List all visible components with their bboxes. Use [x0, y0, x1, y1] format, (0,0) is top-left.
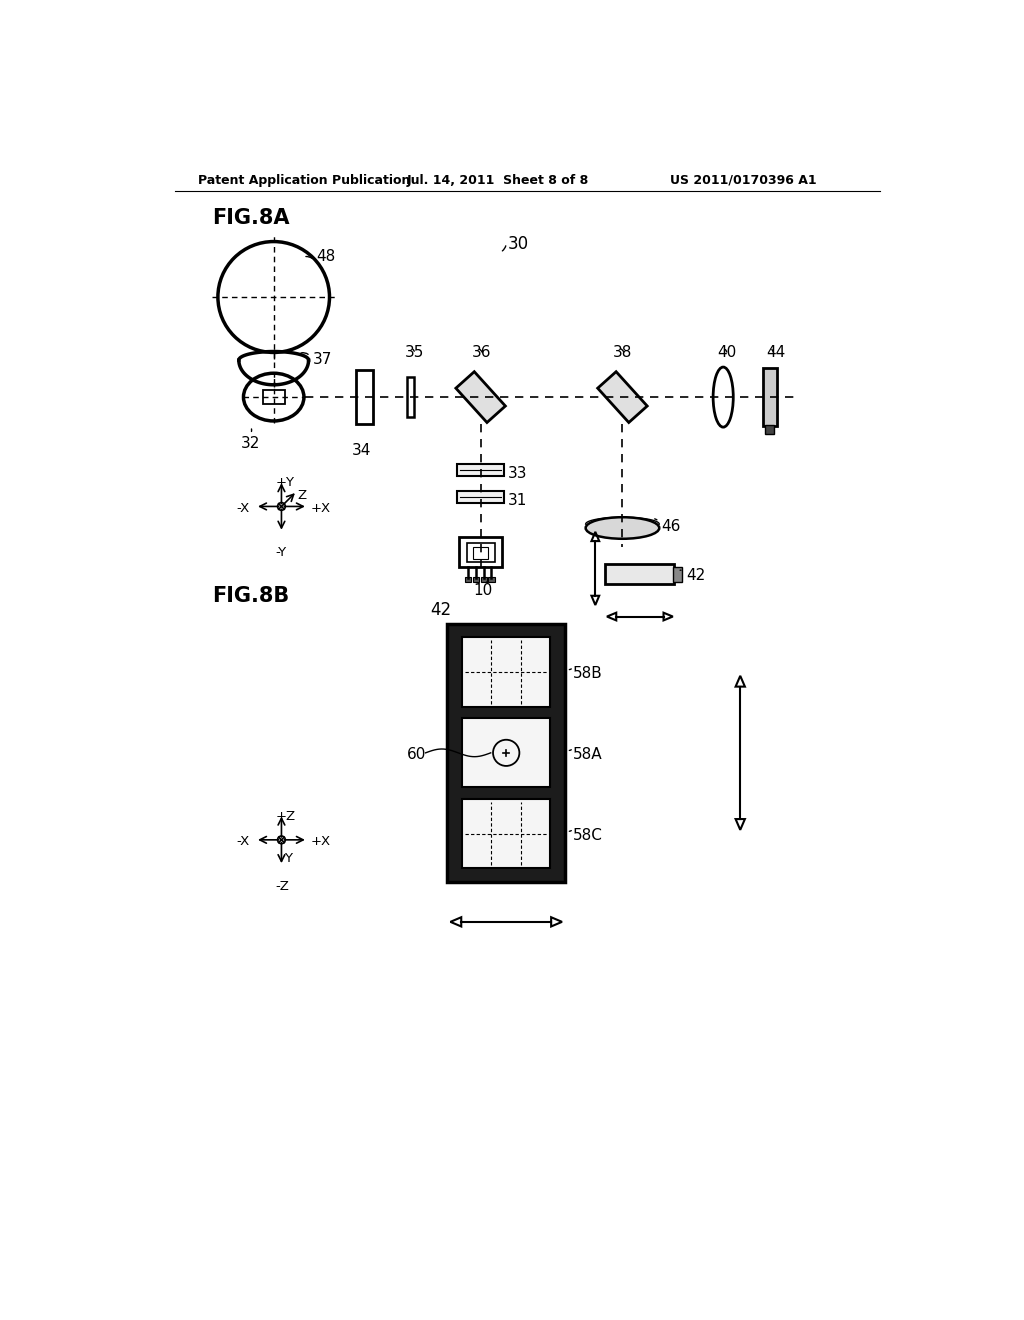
Text: FIG.8B: FIG.8B	[212, 586, 289, 606]
Bar	[462, 638, 550, 706]
Text: -X: -X	[237, 836, 250, 849]
Ellipse shape	[586, 517, 659, 539]
Text: Jul. 14, 2011  Sheet 8 of 8: Jul. 14, 2011 Sheet 8 of 8	[407, 174, 589, 187]
Text: 44: 44	[766, 345, 785, 360]
Bar	[462, 799, 550, 869]
Text: +Z: +Z	[275, 810, 295, 822]
Bar	[460, 537, 502, 566]
Text: -X: -X	[237, 502, 250, 515]
Bar	[458, 465, 504, 477]
Bar	[458, 491, 504, 503]
Text: 42: 42	[686, 568, 706, 583]
Text: +X: +X	[311, 836, 331, 849]
Bar	[467, 544, 495, 562]
Text: US 2011/0170396 A1: US 2011/0170396 A1	[671, 174, 817, 187]
Bar	[605, 564, 674, 585]
Text: Patent Application Publication: Patent Application Publication	[198, 174, 411, 187]
Text: 42: 42	[430, 601, 452, 619]
Bar	[473, 577, 479, 582]
Text: 33: 33	[508, 466, 527, 480]
Text: 34: 34	[352, 444, 372, 458]
Text: 58C: 58C	[572, 828, 603, 842]
Bar	[356, 370, 373, 424]
Text: 46: 46	[662, 519, 681, 533]
Text: +Y: +Y	[275, 477, 294, 490]
Text: 31: 31	[508, 492, 527, 508]
Polygon shape	[598, 372, 647, 422]
Text: 58B: 58B	[572, 665, 602, 681]
Text: FIG.8A: FIG.8A	[212, 209, 289, 228]
Text: 32: 32	[241, 436, 260, 450]
Text: 40: 40	[717, 345, 736, 360]
Bar	[408, 378, 415, 417]
Text: Y: Y	[284, 853, 292, 865]
Bar	[447, 624, 565, 882]
Bar	[263, 391, 285, 404]
Bar	[673, 566, 682, 582]
Text: 38: 38	[613, 345, 633, 360]
Text: 60: 60	[407, 747, 426, 763]
Bar	[462, 718, 550, 788]
Text: 36: 36	[471, 345, 490, 360]
Bar	[763, 368, 776, 426]
Bar	[488, 577, 495, 582]
Text: 37: 37	[312, 352, 332, 367]
Bar	[765, 425, 774, 434]
Text: 58A: 58A	[572, 747, 602, 762]
Text: -Z: -Z	[275, 880, 289, 892]
Text: 48: 48	[316, 249, 336, 264]
Text: 30: 30	[508, 235, 528, 253]
Text: 10: 10	[473, 583, 493, 598]
Bar	[480, 577, 486, 582]
Text: -Y: -Y	[275, 546, 287, 560]
Bar	[473, 548, 488, 558]
Bar	[465, 577, 471, 582]
Text: 35: 35	[404, 345, 424, 360]
Text: Z: Z	[297, 488, 306, 502]
Text: +X: +X	[311, 502, 331, 515]
Polygon shape	[456, 372, 506, 422]
